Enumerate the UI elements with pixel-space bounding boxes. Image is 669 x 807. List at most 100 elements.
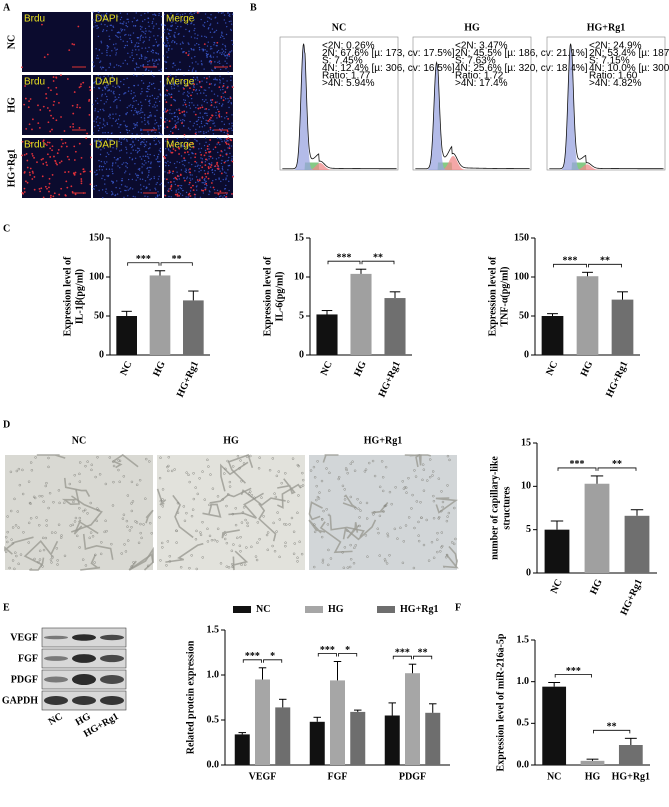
cell xyxy=(81,558,85,561)
brdu-dot xyxy=(60,145,63,148)
brdu-dot xyxy=(88,86,91,89)
brdu-dot xyxy=(218,86,221,89)
nucleus xyxy=(163,42,165,45)
cell xyxy=(234,507,237,510)
brdu-dot xyxy=(167,190,170,193)
cell xyxy=(316,460,319,463)
nucleus xyxy=(179,193,182,195)
nucleus xyxy=(126,18,128,21)
nucleus xyxy=(216,117,218,119)
nucleus xyxy=(130,152,132,154)
nucleus xyxy=(216,22,219,24)
brdu-dot xyxy=(29,98,32,100)
nucleus xyxy=(140,34,143,36)
nucleus xyxy=(105,188,107,190)
nucleus xyxy=(135,12,137,14)
nucleus xyxy=(164,111,166,114)
nucleus xyxy=(125,165,127,167)
nucleus xyxy=(209,48,212,50)
cell xyxy=(208,534,212,538)
brdu-dot xyxy=(218,114,220,117)
cell xyxy=(236,536,239,540)
cell xyxy=(49,558,53,561)
cell xyxy=(226,459,229,463)
x-tick-label: HG xyxy=(579,359,596,378)
nucleus xyxy=(136,75,138,77)
nucleus xyxy=(181,160,183,162)
cell xyxy=(404,486,408,489)
nucleus xyxy=(216,45,218,47)
nucleus xyxy=(177,68,180,71)
nucleus xyxy=(219,75,221,78)
cell xyxy=(84,564,88,567)
nucleus xyxy=(174,64,176,67)
brdu-dot xyxy=(175,177,178,180)
nucleus xyxy=(102,132,104,134)
nucleus xyxy=(175,109,178,111)
brdu-dot xyxy=(225,138,228,140)
cell xyxy=(17,526,20,529)
cell xyxy=(431,474,434,477)
nucleus xyxy=(227,169,229,171)
nucleus xyxy=(104,131,106,134)
nucleus xyxy=(114,99,117,101)
nucleus xyxy=(160,70,162,73)
nucleus xyxy=(224,46,227,48)
cell xyxy=(317,497,321,500)
brdu-dot xyxy=(189,87,191,90)
nucleus xyxy=(126,132,129,134)
cell xyxy=(72,500,75,504)
nucleus xyxy=(125,113,127,116)
nucleus xyxy=(173,162,176,165)
nucleus xyxy=(173,126,175,129)
cell xyxy=(268,468,272,472)
brdu-dot xyxy=(47,121,50,124)
significance-bracket xyxy=(588,263,622,268)
nucleus xyxy=(155,143,158,145)
nucleus xyxy=(150,130,153,132)
nucleus xyxy=(211,162,213,164)
nucleus xyxy=(226,140,228,142)
brdu-dot xyxy=(71,43,74,45)
channel-label: Brdu xyxy=(24,14,45,25)
nucleus xyxy=(209,186,212,188)
brdu-dot xyxy=(170,185,173,188)
cell xyxy=(175,541,178,544)
nucleus xyxy=(118,64,120,67)
band xyxy=(100,675,124,684)
brdu-dot xyxy=(217,141,220,144)
nucleus xyxy=(101,169,103,171)
panel-label: B xyxy=(250,2,257,13)
nucleus xyxy=(140,188,142,190)
tube xyxy=(228,492,264,519)
cell xyxy=(110,542,113,546)
cell xyxy=(225,565,229,568)
nucleus xyxy=(132,57,135,60)
nucleus xyxy=(214,78,216,81)
nucleus xyxy=(119,156,121,159)
nucleus xyxy=(173,83,176,86)
brdu-dot xyxy=(203,154,206,157)
brdu-dot xyxy=(212,186,215,189)
cell xyxy=(284,544,287,548)
cell xyxy=(167,469,170,473)
cell xyxy=(13,567,16,571)
nucleus xyxy=(204,149,207,152)
cell xyxy=(320,517,324,521)
nucleus xyxy=(204,177,206,180)
cell xyxy=(27,541,30,544)
cell xyxy=(396,537,399,540)
nucleus xyxy=(189,13,191,15)
cell xyxy=(182,505,186,508)
brdu-dot xyxy=(223,161,226,164)
brdu-dot xyxy=(232,175,234,178)
nucleus xyxy=(103,161,106,163)
cell xyxy=(14,551,17,554)
brdu-dot xyxy=(183,110,186,113)
x-tick-label: NC xyxy=(118,360,134,378)
brdu-dot xyxy=(60,74,62,77)
tube xyxy=(221,529,240,539)
brdu-dot xyxy=(183,157,186,160)
nucleus xyxy=(182,163,184,166)
nucleus xyxy=(165,164,167,167)
